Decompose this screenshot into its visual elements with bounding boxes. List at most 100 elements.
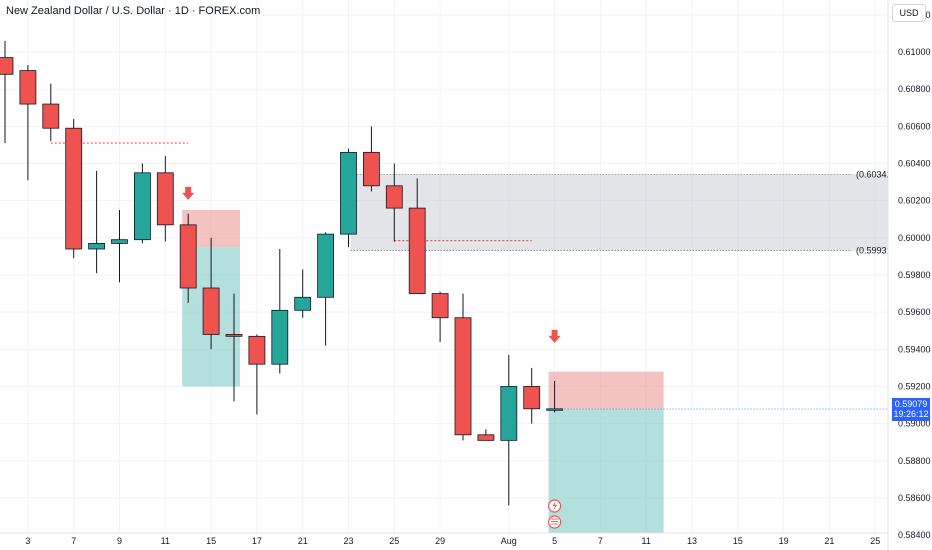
time-tick-label: 25 — [870, 536, 880, 546]
supply-zone — [350, 174, 888, 251]
time-tick-label: 3 — [25, 536, 30, 546]
sell-arrow-icon — [548, 329, 561, 343]
candle-body — [0, 57, 14, 75]
time-tick-label: 29 — [435, 536, 445, 546]
candle-body — [431, 293, 449, 319]
time-tick-label: 21 — [298, 536, 308, 546]
candle — [454, 293, 472, 441]
sell-arrow-icon — [182, 186, 195, 200]
candle-body — [340, 151, 357, 235]
price-tick-label: 0.58600 — [898, 493, 931, 503]
price-axis-bg — [888, 0, 932, 550]
price-tick-label: 0.60600 — [898, 121, 931, 131]
candle — [156, 156, 174, 242]
price-tick-label: 0.58400 — [898, 530, 931, 540]
candle — [202, 237, 220, 350]
time-tick-label: 11 — [642, 536, 651, 546]
candle-body — [500, 386, 518, 441]
time-tick-label: 19 — [779, 536, 789, 546]
time-tick-label: 5 — [552, 536, 557, 546]
candle-body — [546, 408, 563, 411]
time-tick-label: 15 — [733, 536, 743, 546]
level-label: (0.59931) — [856, 246, 895, 256]
price-tick-label: 0.59200 — [898, 381, 931, 391]
candle-body — [385, 185, 403, 209]
candle-body — [156, 172, 174, 226]
take-profit-zone — [548, 408, 664, 550]
price-tick-label: 0.59000 — [898, 419, 931, 429]
candle — [546, 380, 563, 413]
price-tick-label: 0.61000 — [898, 47, 931, 57]
time-tick-label: Aug — [501, 536, 517, 546]
stop-loss-zone — [548, 371, 664, 409]
candle-body — [202, 287, 220, 335]
candle — [179, 213, 197, 303]
candle-body — [362, 151, 380, 187]
candle — [385, 163, 403, 242]
candle-body — [454, 317, 472, 436]
candle — [271, 248, 289, 374]
time-tick-label: 15 — [206, 536, 216, 546]
time-tick-label: 21 — [824, 536, 834, 546]
candle-body — [477, 434, 495, 441]
candle — [0, 40, 14, 144]
time-tick-label: 17 — [252, 536, 262, 546]
time-tick-label: 25 — [389, 536, 399, 546]
price-tick-label: 0.59400 — [898, 344, 931, 354]
candle — [225, 293, 243, 402]
last-price-tag: 0.59079 19:26:12 — [892, 397, 930, 421]
time-tick-label: 13 — [687, 536, 697, 546]
candle — [362, 126, 380, 192]
candle — [408, 178, 426, 294]
candle — [500, 354, 518, 506]
candle-body — [111, 239, 128, 244]
time-tick-label: 11 — [161, 536, 170, 546]
candle-body — [408, 207, 426, 294]
candle-body — [179, 224, 197, 289]
level-label: (0.60342) — [856, 169, 895, 179]
candle — [477, 429, 495, 441]
time-tick-label: 7 — [598, 536, 603, 546]
price-tick-label: 0.59600 — [898, 307, 931, 317]
last-price-value: 0.59079 — [894, 398, 928, 409]
price-tick-label: 0.60000 — [898, 233, 931, 243]
candle — [317, 232, 335, 346]
candle-body — [523, 386, 541, 410]
price-tick-label: 0.59800 — [898, 270, 931, 280]
candle — [88, 170, 105, 274]
candle-body — [248, 335, 266, 365]
candle — [65, 118, 83, 259]
symbol-title[interactable]: New Zealand Dollar / U.S. Dollar · 1D · … — [6, 5, 261, 17]
lightning-icon — [552, 501, 558, 511]
candle — [431, 291, 449, 342]
currency-button[interactable]: USD — [892, 4, 926, 22]
candle — [111, 209, 128, 283]
candle — [19, 65, 37, 181]
event-flag-icon — [547, 515, 562, 529]
candle — [294, 269, 312, 318]
candle-body — [133, 172, 151, 241]
price-tick-label: 0.60200 — [898, 196, 931, 206]
candle-body — [271, 309, 289, 365]
candle-body — [294, 296, 312, 311]
candle-body — [225, 334, 243, 337]
time-tick-label: 9 — [117, 536, 122, 546]
price-tick-label: 0.60800 — [898, 84, 931, 94]
price-tick-label: 0.58800 — [898, 456, 931, 466]
candle-body — [19, 70, 37, 105]
candle-body — [317, 233, 335, 298]
time-axis-bg — [0, 533, 888, 550]
candle — [523, 367, 541, 424]
time-tick-label: 23 — [343, 536, 353, 546]
candle-body — [65, 127, 83, 250]
candle-body — [88, 243, 105, 250]
price-tick-label: 0.60400 — [898, 159, 931, 169]
candle — [133, 163, 151, 244]
candle — [42, 83, 60, 142]
candle — [340, 148, 357, 248]
candle — [248, 334, 266, 415]
candle-body — [42, 103, 60, 129]
time-tick-label: 7 — [71, 536, 76, 546]
bar-countdown: 19:26:12 — [893, 408, 929, 419]
